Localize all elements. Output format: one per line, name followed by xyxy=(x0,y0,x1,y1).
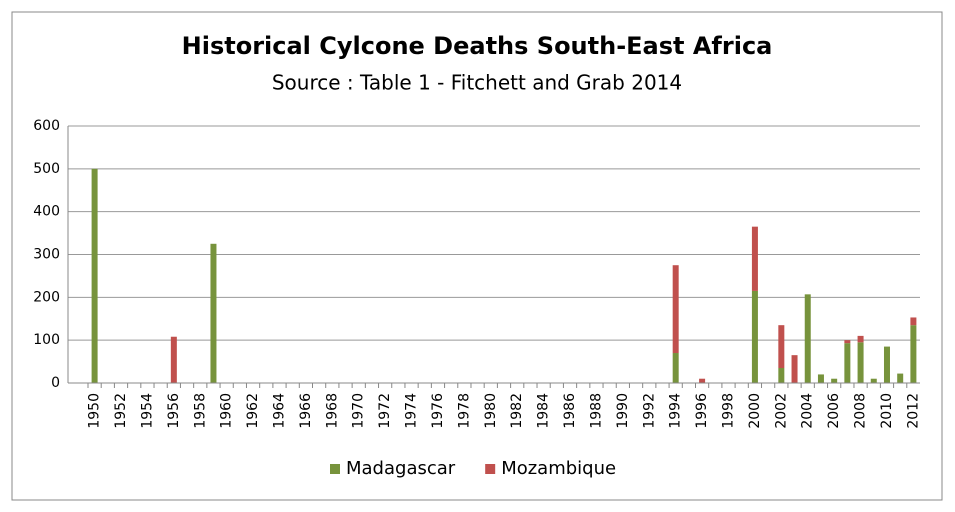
x-tick-label: 1982 xyxy=(509,393,525,429)
y-tick-label: 0 xyxy=(51,375,60,391)
bar xyxy=(170,336,177,383)
x-tick-label: 1960 xyxy=(219,393,235,429)
bar xyxy=(844,343,851,383)
x-tick-label: 1984 xyxy=(536,393,552,429)
bar xyxy=(778,368,785,383)
x-tick-label: 1958 xyxy=(192,393,208,429)
bar xyxy=(857,335,864,343)
x-tick-label: 1968 xyxy=(324,393,340,429)
y-tick-label: 400 xyxy=(33,204,60,220)
bar xyxy=(804,294,811,383)
bar xyxy=(857,342,864,383)
x-tick-label: 2010 xyxy=(879,393,895,429)
bar xyxy=(791,355,798,383)
x-tick-label: 1988 xyxy=(588,393,604,429)
bar xyxy=(751,226,758,291)
legend-swatch xyxy=(485,464,496,474)
x-tick-label: 1992 xyxy=(641,393,657,429)
bar xyxy=(210,243,217,383)
bar xyxy=(699,378,706,383)
legend-swatch xyxy=(330,464,340,474)
chart-frame xyxy=(11,11,943,501)
bar xyxy=(844,340,851,344)
chart-subtitle: Source : Table 1 - Fitchett and Grab 201… xyxy=(272,71,682,95)
bar xyxy=(897,373,904,383)
bar xyxy=(831,378,838,383)
bar xyxy=(778,325,785,369)
x-tick-label: 1998 xyxy=(721,393,737,429)
x-tick-label: 1996 xyxy=(694,393,710,429)
x-tick-label: 1956 xyxy=(166,393,182,429)
y-tick-label: 200 xyxy=(33,289,60,305)
x-tick-label: 2012 xyxy=(905,393,921,429)
x-tick-label: 2000 xyxy=(747,393,763,429)
x-tick-label: 1966 xyxy=(298,393,314,429)
x-tick-label: 1954 xyxy=(139,393,155,429)
bar xyxy=(672,265,679,354)
x-tick-label: 1978 xyxy=(456,393,472,429)
bar xyxy=(910,317,917,326)
y-tick-label: 300 xyxy=(33,247,60,263)
bar xyxy=(751,290,758,383)
x-tick-label: 1986 xyxy=(562,393,578,429)
x-tick-label: 2008 xyxy=(853,393,869,429)
chart-title: Historical Cylcone Deaths South-East Afr… xyxy=(182,32,773,60)
legend-label: Mozambique xyxy=(501,458,616,479)
bar xyxy=(91,168,98,383)
x-tick-label: 1980 xyxy=(483,393,499,429)
x-tick-label: 1964 xyxy=(271,393,287,429)
x-tick-label: 1962 xyxy=(245,393,261,429)
bar xyxy=(817,374,824,383)
x-tick-label: 1990 xyxy=(615,393,631,429)
y-tick-label: 100 xyxy=(33,332,60,348)
x-tick-label: 2006 xyxy=(826,393,842,429)
x-tick-label: 2002 xyxy=(773,393,789,429)
x-tick-label: 1970 xyxy=(351,393,367,429)
x-tick-label: 1950 xyxy=(87,393,103,429)
x-tick-label: 1972 xyxy=(377,393,393,429)
x-tick-label: 1952 xyxy=(113,393,129,429)
legend-label: Madagascar xyxy=(346,458,456,479)
y-tick-label: 600 xyxy=(33,118,60,134)
y-tick-label: 500 xyxy=(33,161,60,177)
bar xyxy=(883,346,890,383)
bar xyxy=(672,353,679,383)
x-tick-label: 1974 xyxy=(404,393,420,429)
bar xyxy=(910,325,917,383)
x-tick-label: 2004 xyxy=(800,393,816,429)
x-tick-label: 1994 xyxy=(668,393,684,429)
bar xyxy=(870,378,877,383)
x-tick-label: 1976 xyxy=(430,393,446,429)
